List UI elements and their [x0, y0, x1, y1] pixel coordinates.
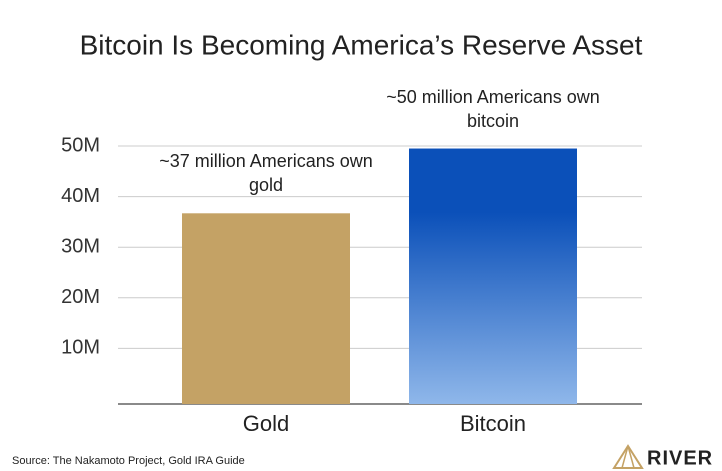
y-tick-label: 10M [61, 337, 100, 359]
bar [182, 213, 350, 404]
value-label: ~50 million Americans own bitcoin [386, 86, 600, 131]
source: Source: The Nakamoto Project, Gold IRA G… [12, 455, 245, 467]
x-tick-label: Gold [243, 411, 289, 436]
chart-title: Bitcoin Is Becoming America’s Reserve As… [80, 29, 643, 60]
y-tick-label: 30M [61, 235, 100, 257]
brand-logo [612, 444, 644, 469]
brand: RIVER [647, 447, 713, 469]
y-tick-label: 40M [61, 185, 100, 207]
y-tick-label: 20M [61, 286, 100, 308]
value-label: ~37 million Americans own gold [159, 151, 373, 196]
y-tick-label: 50M [61, 134, 100, 156]
bar [409, 148, 577, 404]
x-tick-label: Bitcoin [460, 411, 526, 436]
